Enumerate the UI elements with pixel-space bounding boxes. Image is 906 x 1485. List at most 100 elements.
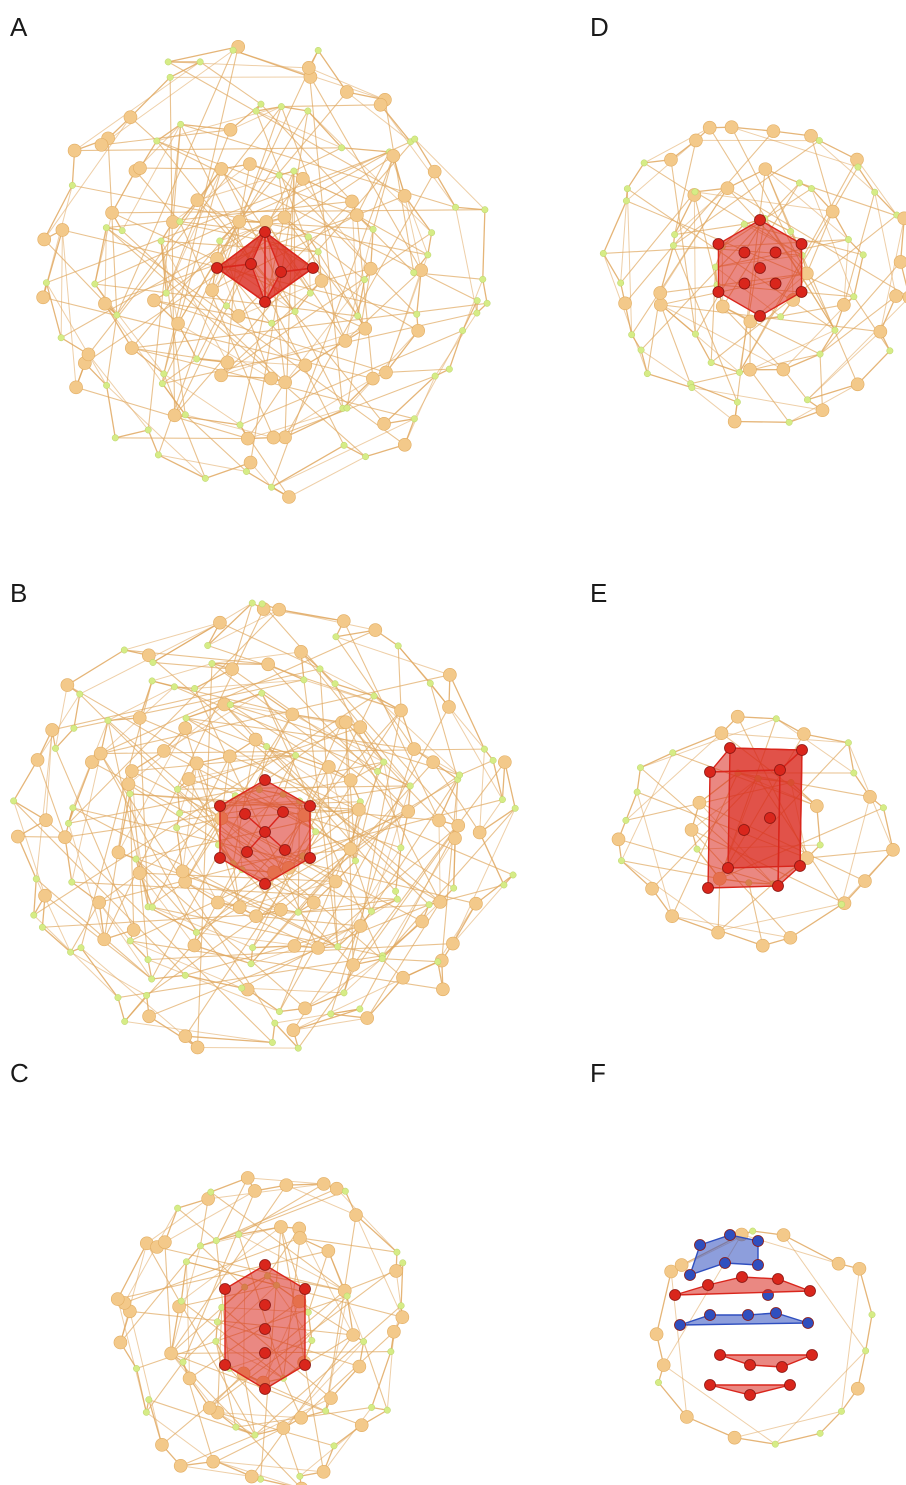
metal-atom xyxy=(703,121,716,134)
core-atom xyxy=(753,1260,764,1271)
ligand-atom xyxy=(182,972,188,978)
core-atom xyxy=(725,743,736,754)
bond xyxy=(14,801,186,975)
ligand-atom xyxy=(295,909,301,915)
metal-atom xyxy=(70,381,83,394)
metal-atom xyxy=(805,129,818,142)
metal-atom xyxy=(98,297,111,310)
metal-atom xyxy=(133,867,146,880)
core-atom xyxy=(739,825,750,836)
bond xyxy=(438,904,476,962)
ligand-atom xyxy=(143,1409,149,1415)
metal-atom xyxy=(279,431,292,444)
bond xyxy=(858,351,890,385)
ligand-atom xyxy=(501,882,507,888)
metal-atom xyxy=(353,1360,366,1373)
ligand-atom xyxy=(305,234,311,240)
bond xyxy=(735,1411,842,1437)
ligand-atom xyxy=(127,791,133,797)
bond xyxy=(200,1199,208,1246)
core-atom xyxy=(705,767,716,778)
metal-atom xyxy=(296,172,309,185)
bond xyxy=(657,1271,672,1334)
ligand-atom xyxy=(817,351,823,357)
ligand-atom xyxy=(787,228,793,234)
metal-atom xyxy=(295,1411,308,1424)
metal-atom xyxy=(143,1010,156,1023)
metal-atom xyxy=(756,939,769,952)
ligand-atom xyxy=(450,885,456,891)
ligand-atom xyxy=(10,798,16,804)
ligand-atom xyxy=(872,189,878,195)
bond xyxy=(324,1407,372,1471)
bond xyxy=(807,332,880,400)
ligand-atom xyxy=(446,366,452,372)
core-atom xyxy=(771,1308,782,1319)
core-atom xyxy=(739,247,750,258)
bond xyxy=(301,1332,394,1418)
core-atom xyxy=(305,853,316,864)
ligand-atom xyxy=(411,416,417,422)
cluster-structure-a xyxy=(30,40,510,510)
ligand-atom xyxy=(394,1249,400,1255)
ligand-atom xyxy=(193,929,199,935)
bond xyxy=(627,189,631,335)
ligand-atom xyxy=(158,238,164,244)
ligand-atom xyxy=(689,384,695,390)
metal-atom xyxy=(273,603,286,616)
ligand-atom xyxy=(484,300,490,306)
ligand-atom xyxy=(305,108,311,114)
ligand-atom xyxy=(773,716,779,722)
ligand-atom xyxy=(368,908,374,914)
ligand-atom xyxy=(838,901,844,907)
metal-atom xyxy=(851,1382,864,1395)
metal-atom xyxy=(728,415,741,428)
ligand-atom xyxy=(146,1396,152,1402)
ligand-atom xyxy=(121,647,127,653)
metal-atom xyxy=(832,1257,845,1270)
ligand-atom xyxy=(159,380,165,386)
core-atom xyxy=(260,227,271,238)
metal-atom xyxy=(11,830,24,843)
core-atom xyxy=(242,847,253,858)
ligand-atom xyxy=(344,1293,350,1299)
metal-atom xyxy=(851,378,864,391)
ligand-atom xyxy=(237,422,243,428)
metal-atom xyxy=(886,843,899,856)
ligand-atom xyxy=(194,356,200,362)
metal-atom xyxy=(94,747,107,760)
panel-label-a: A xyxy=(10,12,27,43)
metal-atom xyxy=(174,1459,187,1472)
core-atom xyxy=(755,311,766,322)
core-atom xyxy=(305,801,316,812)
metal-atom xyxy=(93,896,106,909)
bond xyxy=(483,210,485,280)
ligand-atom xyxy=(845,740,851,746)
ligand-atom xyxy=(205,642,211,648)
bond xyxy=(67,650,124,685)
core-atom xyxy=(755,263,766,274)
metal-atom xyxy=(299,1002,312,1015)
bond xyxy=(460,760,494,775)
bond xyxy=(42,927,70,952)
metal-atom xyxy=(863,790,876,803)
core-atom xyxy=(695,1240,706,1251)
metal-atom xyxy=(206,284,219,297)
panel-label-e: E xyxy=(590,578,607,609)
bond xyxy=(272,445,345,487)
ligand-atom xyxy=(174,786,180,792)
ligand-atom xyxy=(149,678,155,684)
core-atom xyxy=(220,1284,231,1295)
bond xyxy=(81,948,118,998)
ligand-atom xyxy=(851,293,857,299)
metal-atom xyxy=(207,1455,220,1468)
metal-atom xyxy=(721,182,734,195)
bond xyxy=(162,313,477,384)
ligand-atom xyxy=(213,1338,219,1344)
metal-atom xyxy=(274,1220,287,1233)
bond xyxy=(102,130,231,145)
ligand-atom xyxy=(69,182,75,188)
metal-atom xyxy=(654,286,667,299)
bond xyxy=(112,210,485,213)
metal-atom xyxy=(179,722,192,735)
